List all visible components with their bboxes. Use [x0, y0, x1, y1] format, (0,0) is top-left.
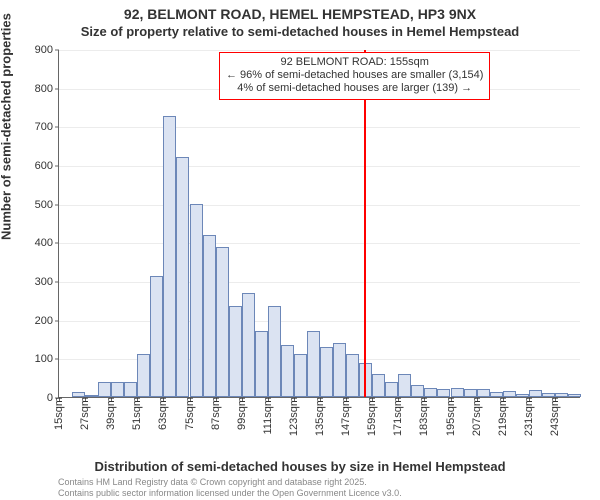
histogram-bar [137, 354, 150, 397]
histogram-bar [203, 235, 216, 397]
ytick-mark [55, 88, 59, 89]
histogram-bar [529, 390, 542, 397]
xtick-label: 219sqm [497, 397, 509, 436]
histogram-bar [190, 204, 203, 397]
xtick-label: 87sqm [210, 397, 222, 430]
histogram-bar [281, 345, 294, 397]
xtick-label: 183sqm [418, 397, 430, 436]
histogram-bar [98, 382, 111, 397]
xtick-label: 63sqm [157, 397, 169, 430]
xtick-label: 111sqm [262, 397, 274, 435]
ytick-label: 900 [35, 44, 53, 56]
histogram-chart: 92, BELMONT ROAD, HEMEL HEMPSTEAD, HP3 9… [0, 0, 600, 500]
gridline [59, 243, 580, 244]
annotation-line: 4% of semi-detached houses are larger (1… [226, 82, 483, 95]
ytick-mark [55, 282, 59, 283]
xtick-label: 171sqm [392, 397, 404, 436]
histogram-bar [124, 382, 137, 397]
xtick-label: 39sqm [105, 397, 117, 430]
histogram-bar [346, 354, 359, 397]
ytick-label: 100 [35, 353, 53, 365]
xtick-label: 75sqm [184, 397, 196, 430]
xtick-label: 27sqm [79, 397, 91, 430]
ytick-mark [55, 127, 59, 128]
ytick-mark [55, 320, 59, 321]
histogram-bar [229, 306, 242, 397]
xtick-label: 207sqm [471, 397, 483, 436]
chart-title: 92, BELMONT ROAD, HEMEL HEMPSTEAD, HP3 9… [0, 6, 600, 22]
histogram-bar [176, 157, 189, 397]
xtick-label: 147sqm [340, 397, 352, 436]
chart-subtitle: Size of property relative to semi-detach… [0, 24, 600, 39]
ytick-label: 600 [35, 160, 53, 172]
gridline [59, 321, 580, 322]
xtick-label: 99sqm [236, 397, 248, 430]
ytick-label: 400 [35, 237, 53, 249]
ytick-label: 700 [35, 121, 53, 133]
histogram-bar [268, 306, 281, 397]
annotation-line: ← 96% of semi-detached houses are smalle… [226, 69, 483, 82]
histogram-bar [568, 394, 581, 397]
ytick-label: 200 [35, 315, 53, 327]
attribution-line: Contains public sector information licen… [58, 488, 402, 498]
xtick-label: 123sqm [288, 397, 300, 436]
xtick-label: 231sqm [523, 397, 535, 436]
histogram-bar [163, 116, 176, 397]
ytick-label: 800 [35, 83, 53, 95]
histogram-bar [464, 389, 477, 398]
histogram-bar [437, 389, 450, 398]
histogram-bar [451, 388, 464, 397]
histogram-bar [320, 347, 333, 397]
y-axis-label: Number of semi-detached properties [0, 13, 14, 240]
histogram-bar [477, 389, 490, 397]
gridline [59, 282, 580, 283]
histogram-bar [255, 331, 268, 398]
xtick-label: 243sqm [549, 397, 561, 436]
histogram-bar [359, 363, 372, 397]
ytick-mark [55, 50, 59, 51]
histogram-bar [307, 331, 320, 397]
ytick-mark [55, 359, 59, 360]
histogram-bar [216, 247, 229, 397]
ytick-mark [55, 243, 59, 244]
gridline [59, 166, 580, 167]
histogram-bar [150, 276, 163, 397]
ytick-label: 500 [35, 199, 53, 211]
histogram-bar [411, 385, 424, 397]
histogram-bar [111, 382, 124, 397]
attribution-text: Contains HM Land Registry data © Crown c… [58, 477, 402, 498]
gridline [59, 127, 580, 128]
histogram-bar [424, 388, 437, 397]
xtick-label: 135sqm [314, 397, 326, 436]
xtick-label: 159sqm [366, 397, 378, 436]
xtick-label: 15sqm [53, 397, 65, 430]
attribution-line: Contains HM Land Registry data © Crown c… [58, 477, 402, 487]
plot-area: 010020030040050060070080090015sqm27sqm39… [58, 50, 580, 398]
annotation-box: 92 BELMONT ROAD: 155sqm← 96% of semi-det… [219, 52, 490, 100]
ytick-label: 300 [35, 276, 53, 288]
histogram-bar [242, 293, 255, 397]
gridline [59, 50, 580, 51]
xtick-label: 195sqm [445, 397, 457, 436]
histogram-bar [294, 354, 307, 397]
annotation-line: 92 BELMONT ROAD: 155sqm [226, 56, 483, 69]
gridline [59, 205, 580, 206]
histogram-bar [385, 382, 398, 397]
histogram-bar [333, 343, 346, 397]
histogram-bar [398, 374, 411, 397]
histogram-bar [372, 374, 385, 397]
reference-line [364, 50, 366, 397]
ytick-mark [55, 204, 59, 205]
x-axis-label: Distribution of semi-detached houses by … [0, 459, 600, 474]
ytick-mark [55, 166, 59, 167]
xtick-label: 51sqm [131, 397, 143, 430]
